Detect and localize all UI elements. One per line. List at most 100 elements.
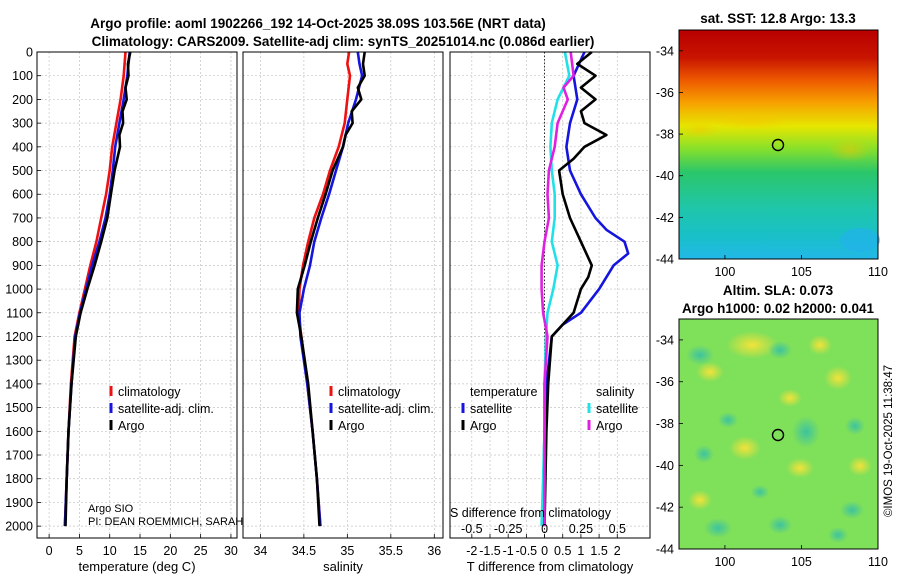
- depth-tick-label-0: 0: [26, 46, 33, 60]
- sla-low-1: [768, 341, 792, 359]
- sla-high-5: [688, 490, 712, 510]
- difference-xtick-label-3: -0.5: [516, 544, 538, 558]
- sla-low-5: [694, 445, 714, 463]
- depth-tick-label-19: 1900: [5, 496, 33, 510]
- depth-tick-label-18: 1800: [5, 472, 33, 486]
- sla-low-6: [704, 518, 732, 538]
- difference-series-temperature-argo: [543, 50, 608, 527]
- temperature-panel: 0 5 10 15 20 25 30 temperature (deg C) 0 100 200 30…: [5, 46, 238, 575]
- sla-high-3: [729, 436, 761, 460]
- temperature-frame: [36, 51, 238, 539]
- difference-xtick-label-4: 0: [541, 544, 548, 558]
- sst_map-ytick-label-5: -44: [656, 253, 674, 267]
- salinity-series-argo: [295, 51, 367, 527]
- sla_map-ytick-label-1: -36: [656, 375, 674, 389]
- temperature-xtick-label-2: 10: [103, 544, 117, 558]
- sla_map-ytick-label-0: -34: [656, 333, 674, 347]
- difference-xtick-label-6: 1: [577, 544, 584, 558]
- depth-tick-label-5: 500: [12, 164, 33, 178]
- temperature-xtick-label-6: 30: [224, 544, 238, 558]
- salinity-xtick-label-1: 34.5: [292, 544, 316, 558]
- salinity-legend-label-2: Argo: [338, 419, 364, 433]
- temperature-series-argo: [64, 51, 132, 527]
- depth-tick-label-17: 1700: [5, 449, 33, 463]
- argo-group-label: Argo SIO: [88, 503, 134, 515]
- sst_map-ytick-label-2: -38: [656, 128, 674, 142]
- sst_map-ytick-label-1: -36: [656, 86, 674, 100]
- salinity-xtick-label-3: 35.5: [379, 544, 403, 558]
- sla-argo-position-marker: [771, 428, 785, 442]
- depth-tick-label-14: 1400: [5, 377, 33, 391]
- sla_map-xtick-label-1: 105: [791, 555, 812, 569]
- sla_map-ytick-label-5: -44: [656, 543, 674, 557]
- temperature-xtick-label-4: 20: [163, 544, 177, 558]
- sla-high-0: [726, 331, 778, 359]
- salinity-legend-label-1: satellite-adj. clim.: [338, 402, 434, 416]
- depth-tick-label-16: 1600: [5, 425, 33, 439]
- sla-low-0: [686, 345, 714, 365]
- difference-xtick-label-5: 0.5: [554, 544, 571, 558]
- salinity-xtick-label-0: 34: [253, 544, 267, 558]
- depth-tick-label-1: 100: [12, 69, 33, 83]
- sla-low-2: [792, 416, 820, 448]
- sla_map-ytick-label-3: -40: [656, 459, 674, 473]
- sla-map-subtitle: Argo h1000: 0.02 h2000: 0.041: [682, 301, 875, 316]
- salinity-xtick-label-4: 36: [427, 544, 441, 558]
- diff-secondary-xtick-label-0: -0.5: [461, 522, 483, 536]
- sst-argo-position-marker: [771, 138, 785, 152]
- sla_map-ytick-label-2: -38: [656, 417, 674, 431]
- sst-map-title: sat. SST: 12.8 Argo: 13.3: [700, 11, 856, 26]
- sst_map-xtick-label-1: 105: [791, 265, 812, 279]
- salinity-frame: [242, 51, 444, 539]
- salinity-xlabel: salinity: [323, 559, 363, 574]
- diff-legend-temperature-title: temperature: [470, 385, 537, 399]
- sst_map-xtick-label-0: 100: [714, 265, 735, 279]
- sla-map-frame: [678, 318, 879, 550]
- diff-legend-temperature-label-0: satellite: [470, 402, 512, 416]
- sla-high-4: [786, 458, 814, 478]
- sst-map: 100 105 110 -34 -36 -38 -40 -42 -44: [656, 29, 888, 279]
- pi-label: PI: DEAN ROEMMICH, SARAH: [88, 516, 243, 528]
- figure-title-line1: Argo profile: aoml 1902266_192 14-Oct-20…: [90, 16, 545, 31]
- temperature-xtick-label-0: 0: [46, 544, 53, 558]
- depth-tick-label-3: 300: [12, 117, 33, 131]
- sla-low-7: [768, 516, 792, 534]
- temperature-xtick-label-5: 25: [194, 544, 208, 558]
- difference-plot-area: [450, 52, 650, 538]
- sla-high-2: [824, 366, 852, 390]
- sla-high-8: [778, 389, 802, 407]
- salinity-xtick-label-2: 35: [340, 544, 354, 558]
- sla-low-4: [718, 412, 738, 428]
- difference-series-salinity-argo: [540, 51, 575, 527]
- diff-legend-salinity-title: salinity: [596, 385, 635, 399]
- depth-tick-label-10: 1000: [5, 283, 33, 297]
- diff-legend-temperature-label-1: Argo: [470, 419, 496, 433]
- sla-high-6: [848, 456, 872, 476]
- difference-xtick-label-1: -1.5: [479, 544, 501, 558]
- diff-legend-salinity-label-1: Argo: [596, 419, 622, 433]
- temperature-legend-label-1: satellite-adj. clim.: [118, 402, 214, 416]
- sla-map: 100 105 110 -34 -36 -38 -40 -42 -44: [656, 318, 888, 569]
- sla-low-8: [840, 501, 864, 519]
- depth-tick-label-11: 1100: [6, 306, 33, 320]
- sla_map-ytick-label-4: -42: [656, 501, 674, 515]
- temperature-xlabel: temperature (deg C): [78, 559, 195, 574]
- figure-title-line2: Climatology: CARS2009. Satellite-adj cli…: [92, 34, 595, 49]
- temperature-xtick-label-1: 5: [76, 544, 83, 558]
- depth-tick-label-9: 900: [12, 259, 33, 273]
- sst_map-xtick-label-2: 110: [868, 265, 888, 279]
- depth-tick-label-4: 400: [12, 140, 33, 154]
- diff-legend-salinity-label-0: satellite: [596, 402, 638, 416]
- depth-tick-label-2: 200: [12, 93, 33, 107]
- imos-credit: ©IMOS 19-Oct-2025 11:38:47: [883, 365, 895, 517]
- sla_map-xtick-label-2: 110: [868, 555, 888, 569]
- depth-tick-label-13: 1300: [5, 354, 33, 368]
- temperature-xtick-label-3: 15: [133, 544, 147, 558]
- depth-tick-label-7: 700: [12, 211, 33, 225]
- sla-low-3: [845, 417, 865, 435]
- diff-secondary-xtick-label-4: 0.5: [609, 522, 626, 536]
- temperature-plot-area: [37, 52, 237, 538]
- diff-secondary-xlabel: S difference from climatology: [450, 506, 612, 520]
- depth-tick-label-20: 2000: [5, 520, 33, 534]
